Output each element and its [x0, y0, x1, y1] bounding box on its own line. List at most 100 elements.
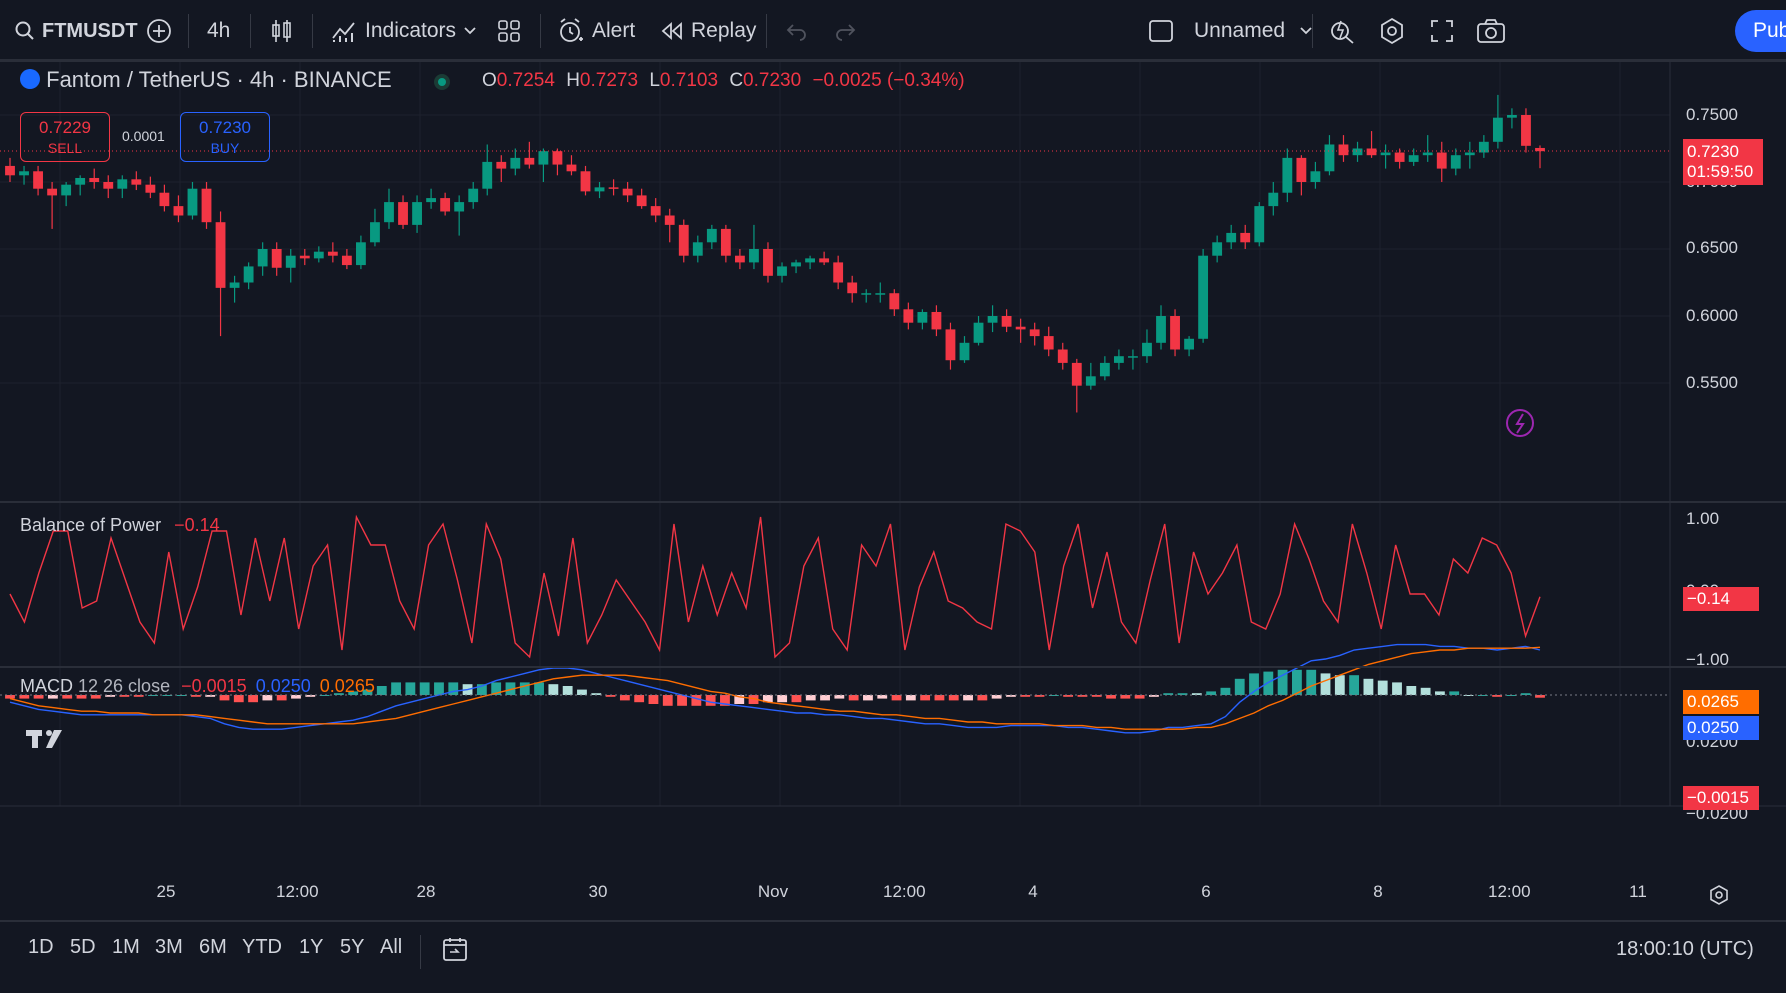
- sell-button[interactable]: 0.7229 SELL: [20, 112, 110, 162]
- candle-body: [847, 282, 858, 294]
- time-axis-settings-button[interactable]: [1708, 884, 1730, 911]
- macd-hist-bar: [1106, 695, 1116, 699]
- buy-button[interactable]: 0.7230 BUY: [180, 112, 270, 162]
- publish-button[interactable]: Pub: [1735, 10, 1786, 52]
- indicators-dropdown[interactable]: [463, 0, 477, 62]
- time-tick: Nov: [757, 882, 789, 901]
- timeframe-button-5d[interactable]: 5D: [70, 936, 96, 958]
- macd-hist-bar: [948, 695, 959, 701]
- candle-body: [173, 206, 184, 216]
- candle-body: [734, 255, 745, 263]
- macd-hist-bar: [1249, 673, 1259, 695]
- macd-hist-bar: [1077, 695, 1088, 697]
- alert-button[interactable]: Alert: [557, 0, 635, 62]
- macd-hist-bar: [591, 693, 602, 695]
- redo-button[interactable]: [834, 0, 858, 62]
- macd-hist-bar: [148, 695, 158, 696]
- timeframe-button-1y[interactable]: 1Y: [299, 936, 324, 958]
- macd-hist-bar: [1220, 687, 1231, 695]
- candle-body: [650, 206, 661, 216]
- macd-hist-bar: [33, 695, 44, 699]
- toolbar-divider: [540, 14, 541, 48]
- candle-body: [552, 151, 563, 165]
- timeframe-button-1m[interactable]: 1M: [112, 936, 140, 958]
- ohlc-values: O0.7254 H0.7273 L0.7103 C0.7230 −0.0025 …: [482, 70, 965, 91]
- candle-body: [1142, 342, 1152, 357]
- candle-body: [384, 202, 394, 223]
- candle-body: [145, 184, 156, 193]
- quick-search-button[interactable]: [1328, 0, 1356, 62]
- date-range-button[interactable]: [442, 936, 470, 969]
- time-tick: 12:00: [883, 882, 926, 901]
- candle-body: [917, 311, 928, 323]
- macd-hist-bar: [920, 695, 931, 701]
- candle-body: [1043, 336, 1054, 350]
- candle-body: [159, 192, 170, 207]
- macd-hist-bar: [1177, 693, 1188, 695]
- macd-hist-bar: [119, 695, 130, 697]
- candle-body: [1071, 362, 1082, 386]
- bar-countdown: 01:59:50: [1687, 162, 1754, 181]
- candle-body: [299, 255, 310, 259]
- macd-hist-value: −0.0015: [181, 676, 247, 696]
- lightning-icon[interactable]: [1506, 409, 1534, 437]
- indicators-button[interactable]: Indicators: [331, 0, 456, 62]
- sell-price: 0.7229: [39, 118, 91, 137]
- utc-clock[interactable]: 18:00:10 (UTC): [1616, 938, 1754, 960]
- candle-body: [594, 187, 605, 192]
- camera-icon: [1476, 18, 1506, 44]
- chart-type-button[interactable]: [270, 0, 294, 62]
- time-tick: 6: [1201, 882, 1211, 901]
- indicators-label: Indicators: [365, 19, 457, 42]
- candle-body: [1338, 144, 1349, 156]
- macd-hist-bar: [1363, 678, 1374, 695]
- settings-button[interactable]: [1378, 0, 1406, 62]
- macd-hist-bar: [762, 695, 773, 703]
- grid-icon: [497, 19, 521, 43]
- symbol-search[interactable]: FTMUSDT: [14, 0, 138, 62]
- candle-body: [33, 171, 43, 189]
- candle-body: [398, 202, 408, 225]
- candle-body: [622, 188, 633, 196]
- timeframe-button-all[interactable]: All: [380, 936, 403, 958]
- fullscreen-button[interactable]: [1430, 0, 1454, 62]
- timeframe-button-1d[interactable]: 1D: [28, 936, 54, 958]
- macd-hist-bar: [1349, 675, 1360, 695]
- macd-hist-bar: [1191, 693, 1202, 695]
- interval-button[interactable]: 4h: [207, 0, 230, 62]
- undo-button[interactable]: [784, 0, 808, 62]
- sell-label: SELL: [47, 140, 83, 156]
- macd-signal-value: 0.0265: [319, 676, 375, 696]
- macd-lines: [9, 643, 1541, 734]
- macd-line-label: 0.0250: [1683, 716, 1759, 740]
- compare-symbol-button[interactable]: [146, 0, 172, 62]
- toolbar-divider: [1312, 14, 1313, 48]
- macd-hist-bar: [1120, 695, 1131, 699]
- timeframe-button-ytd[interactable]: YTD: [242, 936, 282, 958]
- macd-hist-bar: [262, 695, 273, 701]
- macd-hist-bar: [1520, 693, 1531, 695]
- templates-button[interactable]: [497, 0, 521, 62]
- macd-hist-bar: [991, 695, 1002, 699]
- candle-body: [103, 182, 114, 189]
- toolbar-divider: [250, 14, 251, 48]
- candle-body: [580, 171, 591, 192]
- timeframe-button-3m[interactable]: 3M: [155, 936, 183, 958]
- layout-button[interactable]: Unnamed: [1148, 0, 1313, 62]
- high-value: 0.7273: [579, 70, 639, 91]
- screenshot-button[interactable]: [1476, 0, 1506, 62]
- timeframe-button-6m[interactable]: 6M: [199, 936, 227, 958]
- chart-area[interactable]: Fantom / TetherUS · 4h · BINANCE O0.7254…: [0, 62, 1786, 928]
- replay-button[interactable]: Replay: [660, 0, 756, 62]
- candle-body: [1170, 316, 1180, 350]
- macd-hist-bar: [820, 695, 830, 701]
- macd-hist-bar: [219, 695, 230, 701]
- candle-body: [1324, 144, 1335, 172]
- symbol-legend: Fantom / TetherUS · 4h · BINANCE: [20, 67, 392, 93]
- chart-canvas[interactable]: [0, 62, 1786, 928]
- candle-body: [75, 177, 86, 185]
- timeframe-button-5y[interactable]: 5Y: [340, 936, 365, 958]
- candle-body: [1240, 232, 1251, 243]
- time-tick: 28: [416, 882, 436, 901]
- candle-body: [89, 177, 100, 182]
